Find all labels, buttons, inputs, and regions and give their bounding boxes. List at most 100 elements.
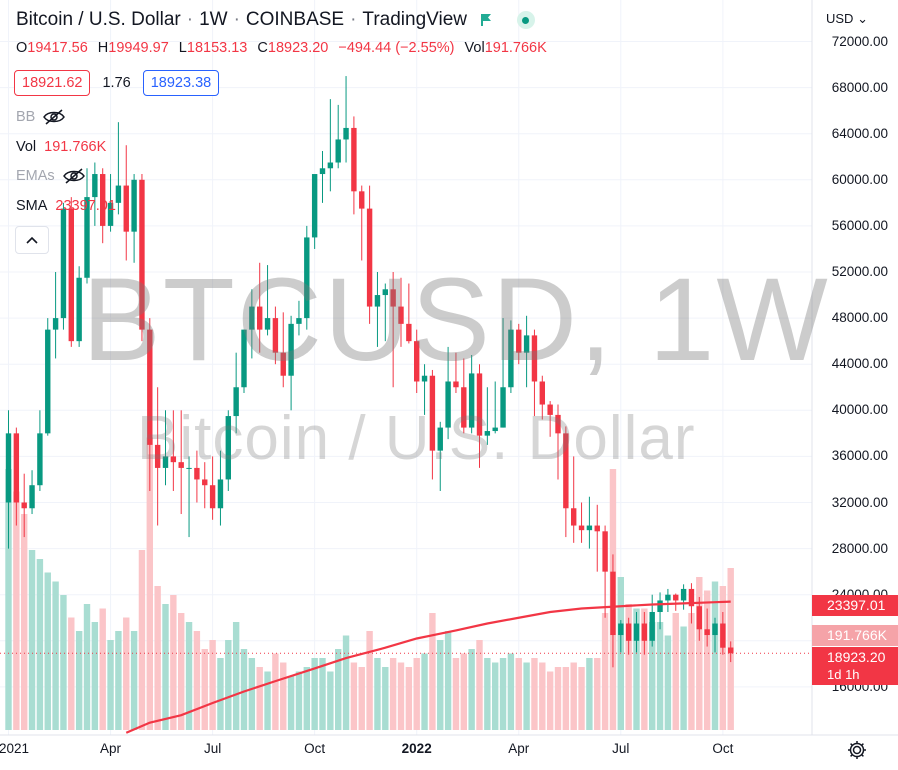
eye-hidden-icon[interactable] (43, 109, 66, 125)
volume-bar (688, 613, 695, 730)
candle-body (484, 431, 491, 436)
bid-ask-panel: 18921.62 1.76 18923.38 (14, 70, 220, 96)
interval[interactable]: 1W (199, 9, 228, 30)
settings-gear-icon[interactable] (846, 739, 868, 761)
volume-bar (130, 631, 138, 730)
volume-bar (5, 469, 12, 730)
volume-bar (476, 640, 483, 730)
candle-body (633, 623, 640, 641)
candle-body (343, 127, 349, 140)
bar-countdown: 1d 1h (827, 667, 860, 682)
volume-bar (319, 658, 326, 730)
separator: · (186, 9, 194, 30)
volume-bar (154, 586, 161, 730)
time-axis-label: Oct (304, 741, 326, 756)
candle-body (641, 623, 648, 641)
indicator-bb[interactable]: BB (16, 109, 66, 125)
candle-body (594, 525, 600, 532)
volume-bar (162, 604, 169, 730)
volume-bar (264, 671, 271, 730)
volume-bar (295, 671, 303, 730)
volume-bar (280, 662, 287, 730)
candle-body (209, 485, 216, 509)
candle-body (359, 191, 365, 209)
candle-body (225, 416, 231, 480)
flag-icon[interactable] (479, 13, 493, 27)
volume-bar (123, 617, 130, 730)
open-value: 19417.56 (27, 40, 88, 56)
volume-bar (52, 581, 59, 730)
candle-body (445, 381, 451, 428)
low-label: L (178, 40, 187, 56)
volume-bar (633, 608, 640, 730)
candle-body (665, 594, 671, 601)
volume-bar (389, 658, 397, 730)
price-axis-label: 52000.00 (831, 264, 888, 279)
volume-bar (248, 658, 256, 730)
volume-bar (225, 640, 232, 730)
price-axis-label: 48000.00 (831, 310, 888, 326)
candle-body (178, 462, 184, 468)
volume-bar (539, 662, 546, 730)
close-label: C (257, 40, 268, 56)
indicator-value: 191.766K (44, 139, 107, 155)
eye-hidden-icon[interactable] (62, 168, 85, 184)
volume-bar (499, 658, 507, 730)
candle-body (92, 174, 98, 198)
candle-body (257, 306, 263, 330)
volume-bar (311, 658, 318, 730)
volume-bar (546, 671, 554, 730)
time-axis-label: Jul (203, 741, 222, 756)
spread-value: 1.76 (102, 75, 131, 91)
candle-body (264, 318, 271, 330)
buy-button[interactable]: 18923.38 (142, 70, 220, 96)
volume-bar (201, 649, 208, 730)
candles (5, 76, 734, 668)
currency-selector[interactable]: USD ⌄ (826, 11, 868, 26)
indicator-emas[interactable]: EMAs (16, 168, 85, 184)
volume-bar (287, 676, 295, 730)
indicator-name: BB (16, 109, 36, 125)
candle-body (586, 525, 593, 531)
market-status-icon[interactable] (516, 11, 535, 29)
volume-bar (437, 640, 444, 730)
sell-button[interactable]: 18921.62 (14, 70, 91, 96)
candle-body (414, 341, 420, 382)
candle-body (76, 277, 82, 342)
volume-bar (711, 581, 719, 730)
volume-bar (507, 653, 515, 730)
candle-body (115, 185, 122, 203)
price-axis-label: 40000.00 (831, 402, 888, 418)
separator: · (350, 9, 357, 30)
indicator-sma[interactable]: SMA 23397.01 (16, 198, 116, 214)
candle-body (45, 329, 51, 434)
price-axis-label: 36000.00 (831, 448, 888, 464)
candle-body (531, 335, 538, 382)
candle-body (311, 174, 318, 238)
volume-bar (28, 550, 36, 730)
candle-body (374, 295, 381, 307)
candle-body (241, 329, 247, 388)
candle-body (280, 352, 286, 376)
collapse-legend-button[interactable] (15, 226, 49, 254)
candle-body (154, 444, 161, 468)
indicator-vol[interactable]: Vol 191.766K (16, 139, 106, 155)
candle-body (523, 335, 530, 353)
volume-bar (531, 658, 538, 730)
candle-body (68, 208, 74, 342)
candle-body (728, 647, 734, 654)
low-value: 18153.13 (186, 40, 248, 56)
symbol-name[interactable]: Bitcoin / U.S. Dollar (16, 9, 181, 30)
candle-body (29, 485, 35, 509)
volume-bar (444, 631, 452, 730)
candle-body (107, 202, 114, 226)
time-axis-label: Oct (712, 741, 734, 756)
last-price-tag: 18923.20 1d 1h (812, 647, 898, 685)
candle-body (625, 623, 632, 641)
candle-body (516, 329, 522, 353)
volume-bar (460, 653, 467, 730)
candle-body (194, 467, 200, 480)
price-axis-label: 64000.00 (831, 125, 888, 141)
indicator-name: Vol (16, 139, 37, 155)
